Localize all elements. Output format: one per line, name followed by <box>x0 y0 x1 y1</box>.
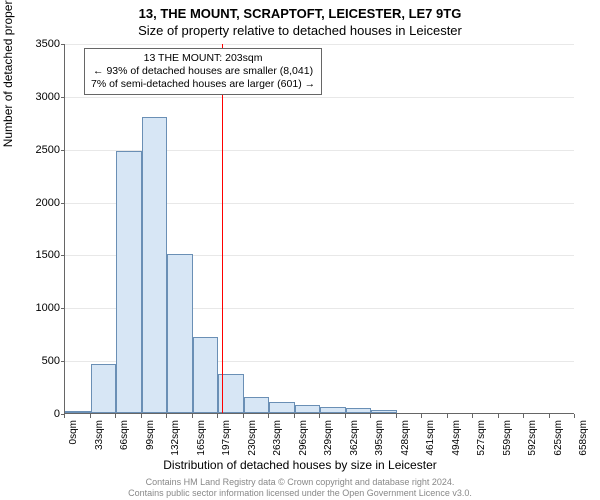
histogram-bar <box>142 117 168 413</box>
chart-container: 13, THE MOUNT, SCRAPTOFT, LEICESTER, LE7… <box>0 0 600 500</box>
histogram-bar <box>116 151 142 413</box>
xtick-mark <box>217 414 218 418</box>
xtick-label: 165sqm <box>196 420 207 456</box>
histogram-bar <box>295 405 321 413</box>
property-marker-line <box>222 44 223 413</box>
ytick-mark <box>61 97 65 98</box>
footer-line1: Contains HM Land Registry data © Crown c… <box>0 477 600 487</box>
xtick-mark <box>192 414 193 418</box>
xtick-label: 197sqm <box>221 420 232 456</box>
histogram-bar <box>244 397 270 413</box>
ytick-label: 3500 <box>10 38 60 50</box>
annotation-line3: 7% of semi-detached houses are larger (6… <box>91 78 315 91</box>
xtick-mark <box>549 414 550 418</box>
histogram-bar <box>320 407 346 413</box>
annotation-line1: 13 THE MOUNT: 203sqm <box>91 52 315 65</box>
footer-credits: Contains HM Land Registry data © Crown c… <box>0 477 600 498</box>
xtick-mark <box>294 414 295 418</box>
xtick-label: 559sqm <box>502 420 513 456</box>
xtick-mark <box>523 414 524 418</box>
x-axis-label: Distribution of detached houses by size … <box>0 458 600 472</box>
footer-line2: Contains public sector information licen… <box>0 488 600 498</box>
xtick-mark <box>90 414 91 418</box>
xtick-label: 527sqm <box>476 420 487 456</box>
xtick-mark <box>472 414 473 418</box>
ytick-mark <box>61 361 65 362</box>
ytick-label: 2500 <box>10 144 60 156</box>
histogram-bar <box>193 337 219 413</box>
xtick-mark <box>141 414 142 418</box>
xtick-mark <box>243 414 244 418</box>
xtick-label: 494sqm <box>451 420 462 456</box>
xtick-label: 329sqm <box>323 420 334 456</box>
xtick-label: 230sqm <box>247 420 258 456</box>
ytick-label: 1500 <box>10 249 60 261</box>
gridline <box>65 97 574 98</box>
xtick-label: 428sqm <box>400 420 411 456</box>
histogram-bar <box>371 410 397 413</box>
gridline <box>65 44 574 45</box>
ytick-mark <box>61 44 65 45</box>
ytick-mark <box>61 308 65 309</box>
xtick-mark <box>370 414 371 418</box>
xtick-label: 132sqm <box>170 420 181 456</box>
annotation-line2: ← 93% of detached houses are smaller (8,… <box>91 65 315 78</box>
plot-area <box>64 44 574 414</box>
histogram-bar <box>269 402 295 413</box>
histogram-bar <box>65 411 91 413</box>
xtick-mark <box>115 414 116 418</box>
xtick-mark <box>574 414 575 418</box>
xtick-mark <box>319 414 320 418</box>
xtick-mark <box>396 414 397 418</box>
xtick-mark <box>166 414 167 418</box>
y-axis-label: Number of detached properties <box>1 0 15 147</box>
ytick-label: 3000 <box>10 91 60 103</box>
xtick-mark <box>421 414 422 418</box>
xtick-mark <box>268 414 269 418</box>
xtick-label: 625sqm <box>553 420 564 456</box>
xtick-label: 0sqm <box>68 420 79 444</box>
xtick-mark <box>447 414 448 418</box>
ytick-label: 1000 <box>10 302 60 314</box>
histogram-bar <box>91 364 117 413</box>
annotation-box: 13 THE MOUNT: 203sqm ← 93% of detached h… <box>84 48 322 95</box>
ytick-mark <box>61 150 65 151</box>
xtick-label: 66sqm <box>119 420 130 450</box>
ytick-label: 500 <box>10 355 60 367</box>
xtick-label: 395sqm <box>374 420 385 456</box>
xtick-label: 362sqm <box>349 420 360 456</box>
xtick-mark <box>498 414 499 418</box>
ytick-mark <box>61 255 65 256</box>
histogram-bar <box>167 254 193 413</box>
xtick-label: 263sqm <box>272 420 283 456</box>
xtick-label: 658sqm <box>578 420 589 456</box>
xtick-mark <box>64 414 65 418</box>
chart-title-sub: Size of property relative to detached ho… <box>0 21 600 38</box>
ytick-label: 0 <box>10 408 60 420</box>
xtick-label: 33sqm <box>94 420 105 450</box>
histogram-bar <box>346 408 372 413</box>
xtick-label: 592sqm <box>527 420 538 456</box>
ytick-mark <box>61 203 65 204</box>
xtick-label: 99sqm <box>145 420 156 450</box>
xtick-mark <box>345 414 346 418</box>
chart-title-main: 13, THE MOUNT, SCRAPTOFT, LEICESTER, LE7… <box>0 0 600 21</box>
xtick-label: 296sqm <box>298 420 309 456</box>
xtick-label: 461sqm <box>425 420 436 456</box>
ytick-label: 2000 <box>10 197 60 209</box>
